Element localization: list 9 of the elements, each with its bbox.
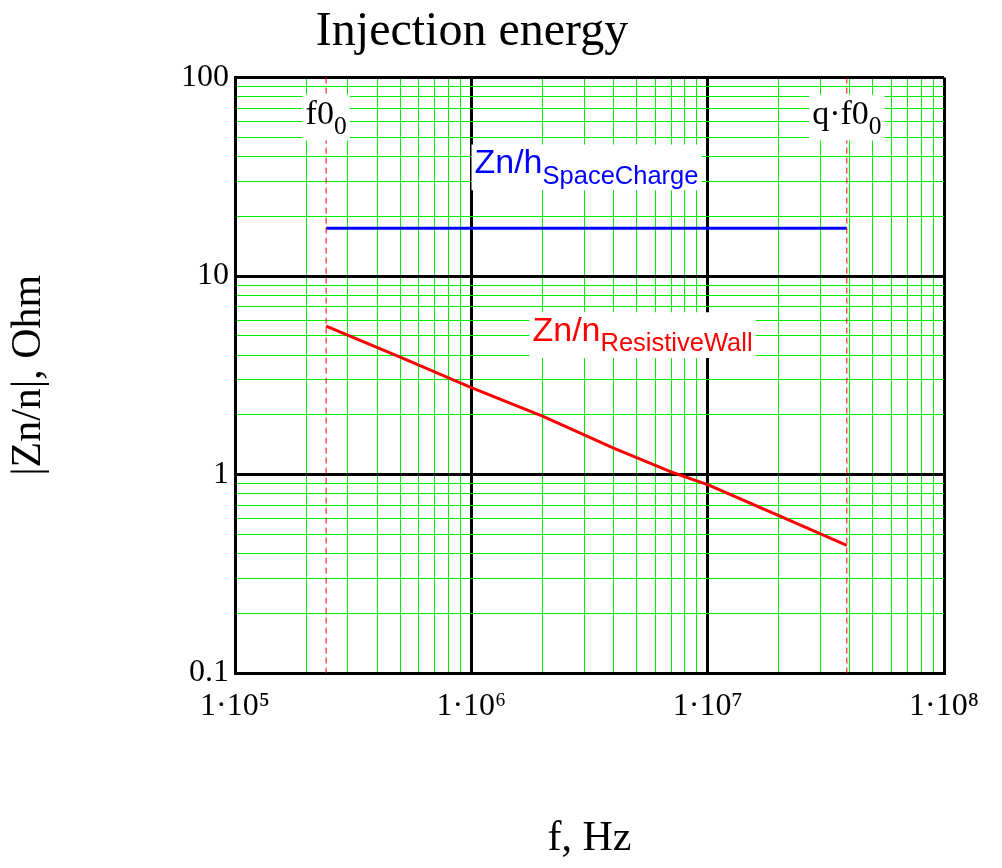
y-tick-label: 100 — [181, 57, 229, 94]
y-tick-label: 10 — [197, 255, 229, 292]
y-axis-title: |Zn/n|, Ohm — [3, 274, 50, 476]
chart-title: Injection energy — [315, 2, 629, 56]
y-tick-label: 1 — [213, 453, 229, 490]
x-tick-label: 1·10⁸ — [909, 685, 979, 722]
x-tick-label: 1·10⁶ — [436, 685, 507, 722]
x-axis-title: f, Hz — [547, 812, 632, 859]
x-tick-label: 1·10⁷ — [672, 685, 743, 722]
